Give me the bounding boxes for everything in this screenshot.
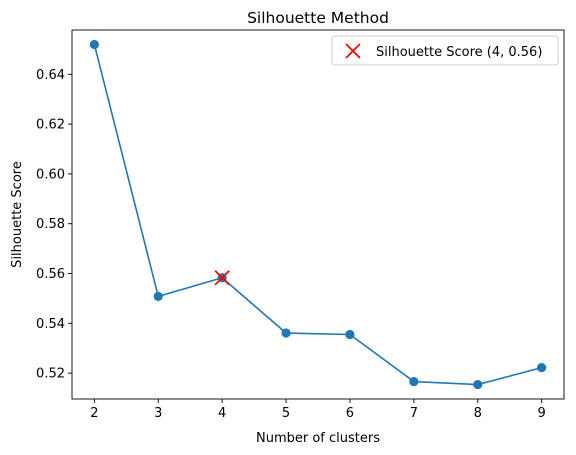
- legend: Silhouette Score (4, 0.56): [331, 35, 559, 66]
- y-tick-label: 0.52: [36, 367, 65, 382]
- data-point: [281, 328, 291, 338]
- x-tick-label: 2: [90, 406, 98, 421]
- y-tick-label: 0.62: [36, 118, 65, 133]
- y-axis-label: Silhouette Score: [10, 161, 25, 268]
- series-points: [89, 39, 547, 390]
- y-tick-label: 0.64: [36, 68, 65, 83]
- y-axis-ticks: 0.52 0.54 0.56 0.58 0.60 0.62 0.64: [36, 68, 72, 382]
- y-tick-label: 0.58: [36, 217, 65, 232]
- data-point: [537, 363, 547, 373]
- legend-x-icon: [345, 43, 361, 59]
- series-line: [93, 44, 542, 386]
- legend-label: Silhouette Score (4, 0.56): [376, 45, 542, 60]
- x-tick-label: 3: [154, 406, 162, 421]
- x-tick-label: 4: [218, 406, 226, 421]
- x-tick-label: 9: [537, 406, 545, 421]
- data-point: [409, 376, 419, 387]
- x-tick-label: 6: [346, 406, 354, 421]
- highlight-marker: [214, 270, 230, 286]
- x-tick-label: 5: [282, 406, 290, 421]
- chart-title: Silhouette Method: [247, 9, 389, 27]
- y-tick-label: 0.60: [36, 167, 65, 182]
- x-tick-label: 7: [410, 406, 418, 421]
- x-tick-label: 8: [474, 406, 482, 421]
- data-point: [473, 379, 483, 390]
- data-point: [153, 291, 163, 302]
- y-tick-label: 0.54: [36, 317, 65, 332]
- y-tick-label: 0.56: [36, 267, 65, 282]
- data-point: [345, 329, 355, 340]
- x-axis-ticks: 2 3 4 5 6 7 8 9: [90, 399, 546, 421]
- data-point: [89, 39, 99, 50]
- plot-area-frame: [71, 29, 565, 400]
- legend-box: [331, 35, 559, 66]
- x-axis-label: Number of clusters: [256, 431, 380, 446]
